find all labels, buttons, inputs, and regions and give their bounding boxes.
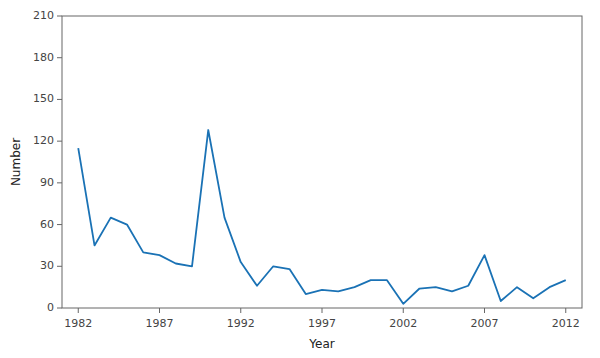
y-tick: [57, 224, 62, 225]
chart: 0 30 60 90 120 150 180 210 1982 1987 1992 1997 2002 2…: [0, 0, 600, 358]
x-tick: [565, 308, 566, 313]
x-tick: [240, 308, 241, 313]
x-tick-label: 2012: [552, 317, 580, 330]
plot-frame: [62, 16, 582, 308]
y-tick-label: 60: [40, 218, 54, 231]
y-tick-label: 30: [40, 259, 54, 272]
y-tick-label: 120: [33, 134, 54, 147]
x-tick-label: 2007: [471, 317, 499, 330]
x-tick: [159, 308, 160, 313]
x-tick-label: 1982: [64, 317, 92, 330]
y-tick-label: 180: [33, 51, 54, 64]
series: [78, 130, 566, 304]
y-tick: [57, 141, 62, 142]
x-tick-label: 1997: [308, 317, 336, 330]
y-tick: [57, 308, 62, 309]
x-tick: [78, 308, 79, 313]
y-tick-label: 0: [47, 301, 54, 314]
axes: 0 30 60 90 120 150 180 210 1982 1987 1992 1997 2002 2…: [33, 9, 582, 330]
y-tick: [57, 266, 62, 267]
chart-container: 0 30 60 90 120 150 180 210 1982 1987 1992 1997 2002 2…: [0, 0, 600, 358]
x-tick: [484, 308, 485, 313]
x-tick-label: 2002: [389, 317, 417, 330]
y-tick: [57, 99, 62, 100]
x-axis-label: Year: [308, 337, 334, 351]
y-tick-label: 210: [33, 9, 54, 22]
y-tick-label: 150: [33, 92, 54, 105]
x-tick: [403, 308, 404, 313]
y-axis-label: Number: [9, 138, 23, 186]
x-tick-label: 1992: [227, 317, 255, 330]
line: [78, 130, 566, 304]
y-tick: [57, 16, 62, 17]
x-tick-label: 1987: [146, 317, 174, 330]
y-tick: [57, 182, 62, 183]
y-tick-label: 90: [40, 176, 54, 189]
y-tick: [57, 57, 62, 58]
x-tick: [322, 308, 323, 313]
